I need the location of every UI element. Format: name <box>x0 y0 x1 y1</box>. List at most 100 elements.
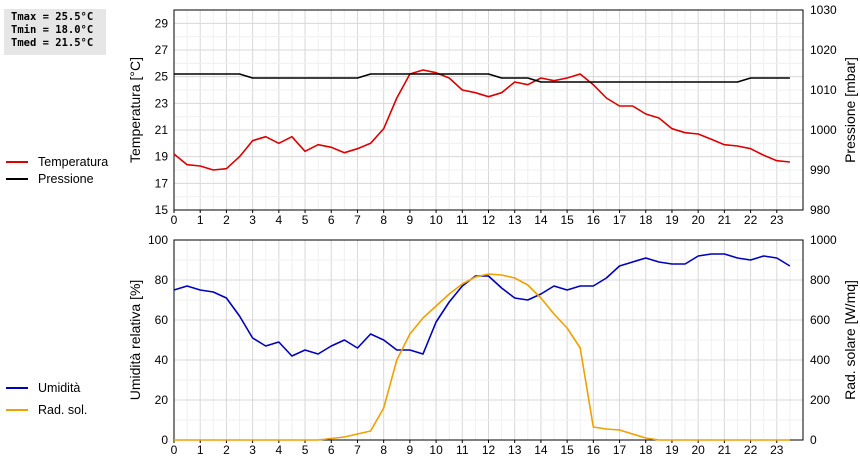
y-right-tick-label: 1000 <box>810 233 837 247</box>
x-tick-label: 4 <box>275 213 282 227</box>
x-tick-label: 14 <box>534 443 548 457</box>
x-tick-label: 4 <box>275 443 282 457</box>
y-right-tick-label: 1030 <box>810 3 837 17</box>
x-tick-label: 11 <box>456 443 469 457</box>
legend-swatch <box>6 409 28 411</box>
x-tick-label: 6 <box>328 213 335 227</box>
y-right-tick-label: 1020 <box>810 43 837 57</box>
y-right-tick-label: 600 <box>810 313 830 327</box>
tmax-text: Tmax = 25.5°C <box>11 11 94 23</box>
y-left-tick-label: 80 <box>155 273 169 287</box>
y-left-tick-label: 20 <box>155 393 169 407</box>
y-left-tick-label: 100 <box>148 233 168 247</box>
y-left-tick-label: 25 <box>155 70 169 84</box>
legend-label: Rad. sol. <box>38 403 88 417</box>
x-tick-label: 20 <box>691 213 705 227</box>
x-tick-label: 3 <box>249 443 256 457</box>
x-tick-label: 8 <box>380 213 387 227</box>
y-right-tick-label: 200 <box>810 393 830 407</box>
x-tick-label: 9 <box>407 443 414 457</box>
y-left-tick-label: 19 <box>155 150 169 164</box>
series-line-pressione <box>174 73 790 83</box>
y-left-tick-label: 17 <box>155 176 169 190</box>
y-left-tick-label: 27 <box>155 43 169 57</box>
x-tick-label: 8 <box>380 443 387 457</box>
x-tick-label: 6 <box>328 443 335 457</box>
x-tick-label: 23 <box>770 443 784 457</box>
x-tick-label: 3 <box>249 213 256 227</box>
x-tick-label: 19 <box>665 213 679 227</box>
legend-item-umidita: Umidità <box>6 380 80 396</box>
x-tick-label: 15 <box>560 213 574 227</box>
series-line-umidit <box>173 253 791 357</box>
x-tick-label: 19 <box>665 443 679 457</box>
x-tick-label: 9 <box>407 213 414 227</box>
y-left-tick-label: 15 <box>155 203 169 217</box>
y-left-tick-label: 21 <box>155 123 169 137</box>
x-tick-label: 7 <box>354 443 361 457</box>
x-tick-label: 21 <box>718 213 732 227</box>
legend-label: Temperatura <box>38 155 109 169</box>
y-right-tick-label: 980 <box>810 203 830 217</box>
x-tick-label: 11 <box>456 213 469 227</box>
x-tick-label: 17 <box>613 213 627 227</box>
x-tick-label: 13 <box>508 443 522 457</box>
y-right-axis-label: Pressione [mbar] <box>842 57 858 163</box>
x-tick-label: 15 <box>560 443 574 457</box>
series-line-temperatura <box>173 69 790 171</box>
y-right-tick-label: 800 <box>810 273 830 287</box>
series-line-rad-sol <box>174 273 790 441</box>
y-right-axis-label: Rad. solare [W/mq] <box>842 280 858 400</box>
y-left-axis-label: Temperatura [°C] <box>127 57 143 163</box>
x-tick-label: 0 <box>171 443 178 457</box>
x-tick-label: 7 <box>354 213 361 227</box>
legend-item-pressione: Pressione <box>6 171 94 187</box>
y-left-tick-label: 60 <box>155 313 169 327</box>
legend-swatch <box>6 387 28 389</box>
x-tick-label: 21 <box>718 443 732 457</box>
x-tick-label: 12 <box>482 213 496 227</box>
chart-panel-2: 0 1 2 3 4 5 6 7 8 9 10 11 12 13 14 15 16 17 18 19 20 21 22 2302… <box>127 233 858 457</box>
y-right-tick-label: 0 <box>810 433 817 447</box>
tmed-text: Tmed = 21.5°C <box>11 37 94 49</box>
x-tick-label: 18 <box>639 443 653 457</box>
x-tick-label: 17 <box>613 443 627 457</box>
y-right-tick-label: 400 <box>810 353 830 367</box>
x-tick-label: 1 <box>197 443 204 457</box>
x-tick-label: 12 <box>482 443 496 457</box>
legend-swatch <box>6 161 28 163</box>
x-tick-label: 5 <box>302 213 309 227</box>
y-left-axis-label: Umidità relativa [%] <box>127 280 143 401</box>
x-tick-label: 14 <box>534 213 548 227</box>
x-tick-label: 2 <box>223 443 230 457</box>
x-tick-label: 20 <box>691 443 705 457</box>
x-tick-label: 10 <box>429 443 443 457</box>
x-tick-label: 16 <box>587 443 601 457</box>
y-right-tick-label: 990 <box>810 163 830 177</box>
y-left-tick-label: 29 <box>155 16 169 30</box>
y-right-tick-label: 1010 <box>810 83 837 97</box>
y-left-tick-label: 0 <box>161 433 168 447</box>
x-tick-label: 10 <box>429 213 443 227</box>
x-tick-label: 16 <box>587 213 601 227</box>
legend-label: Pressione <box>38 172 94 186</box>
x-tick-label: 22 <box>744 213 758 227</box>
legend-swatch <box>6 178 28 180</box>
x-tick-label: 5 <box>302 443 309 457</box>
x-tick-label: 22 <box>744 443 758 457</box>
legend-label: Umidità <box>38 381 81 395</box>
x-tick-label: 2 <box>223 213 230 227</box>
y-left-tick-label: 40 <box>155 353 169 367</box>
legend-item-temperatura: Temperatura <box>6 154 108 170</box>
x-tick-label: 23 <box>770 213 784 227</box>
legend-item-rad-sol: Rad. sol. <box>6 402 87 418</box>
x-tick-label: 18 <box>639 213 653 227</box>
x-tick-label: 1 <box>197 213 204 227</box>
y-right-tick-label: 1000 <box>810 123 837 137</box>
tmin-text: Tmin = 18.0°C <box>11 24 94 36</box>
chart-panel-1: 0 1 2 3 4 5 6 7 8 9 10 11 12 13 14 15 16 17 18 19 20 21 22 2315… <box>127 3 858 227</box>
x-tick-label: 13 <box>508 213 522 227</box>
x-tick-label: 0 <box>171 213 178 227</box>
stats-box: Tmax = 25.5°C Tmin = 18.0°C Tmed = 21.5°… <box>4 9 106 55</box>
